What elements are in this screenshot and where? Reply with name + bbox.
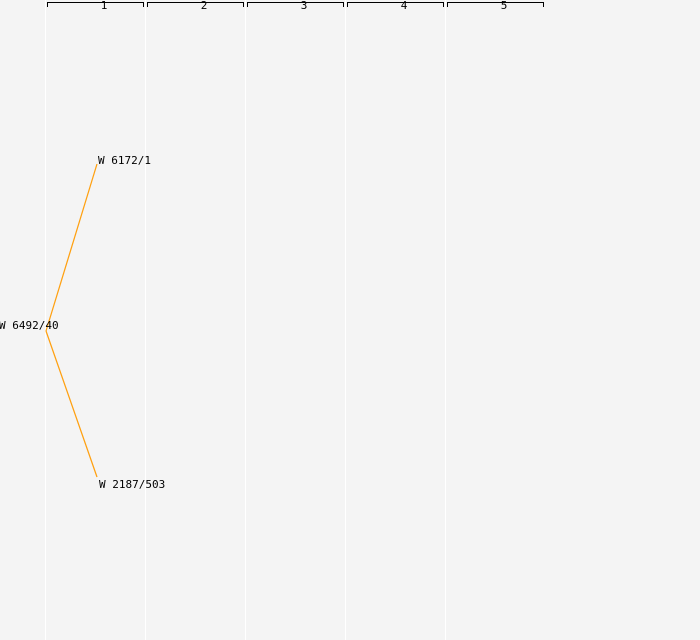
column-bracket (346, 2, 444, 7)
tree-node-label[interactable]: W 6172/1 (98, 154, 151, 167)
column-gridline (244, 0, 246, 640)
column-header-label: 3 (300, 0, 308, 12)
column-gridline (344, 0, 346, 640)
tree-edge (45, 163, 98, 332)
column-bracket (446, 2, 544, 7)
tree-node-label[interactable]: W 6492/40 (0, 319, 59, 332)
column-header-label: 4 (400, 0, 408, 12)
column-gridline (444, 0, 446, 640)
column-bracket (146, 2, 244, 7)
column-bracket (46, 2, 144, 7)
column-gridline (144, 0, 146, 640)
column-header-label: 1 (100, 0, 108, 12)
column-bracket (246, 2, 344, 7)
tree-node-label[interactable]: W 2187/503 (99, 478, 166, 491)
column-header-label: 2 (200, 0, 208, 12)
tree-edge (45, 330, 98, 478)
column-gridline (44, 0, 46, 640)
column-header-label: 5 (500, 0, 508, 12)
